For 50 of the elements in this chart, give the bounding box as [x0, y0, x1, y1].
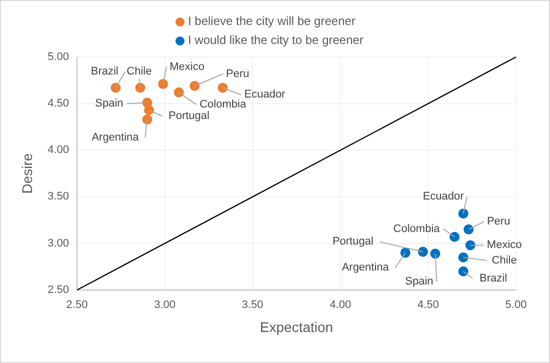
annotation: Colombia	[393, 222, 441, 235]
legend-label: I believe the city will be greener	[188, 14, 356, 28]
annotation: Mexico	[170, 60, 204, 73]
y-tick-label: 3.50	[48, 190, 69, 203]
point	[158, 79, 168, 90]
point	[142, 114, 152, 124]
point	[458, 266, 468, 276]
annotation: Brazil	[90, 66, 118, 78]
point	[458, 252, 468, 262]
annotation: Chile	[126, 66, 152, 78]
x-axis-title: Expectation	[260, 319, 334, 335]
y-tick-label: 2.50	[48, 284, 69, 296]
annotation: Ecuador	[422, 190, 464, 202]
annotation: Brazil	[480, 272, 508, 284]
annotation: Colombia	[200, 98, 247, 110]
y-tick-label: 4.00	[48, 144, 69, 156]
point	[418, 246, 428, 257]
annotation: Peru	[226, 68, 250, 80]
annotation: Peru	[486, 215, 510, 228]
y-tick-label: 3.00	[48, 237, 69, 250]
y-axis-title: Desire	[19, 153, 35, 194]
point	[190, 80, 200, 91]
annotation: Portugal	[168, 110, 210, 122]
x-tick-label: 2.50	[66, 299, 88, 311]
x-tick-label: 5.00	[505, 299, 527, 311]
annotation: Ecuador	[244, 88, 286, 101]
point	[450, 232, 460, 242]
point	[110, 82, 121, 93]
point	[458, 208, 468, 219]
y-tick-label: 4.50	[48, 98, 69, 110]
annotation: Spain	[95, 98, 124, 110]
annotation: Portugal	[332, 236, 374, 248]
annotation: Chile	[492, 254, 517, 266]
x-tick-label: 3.00	[154, 299, 176, 311]
annotation: Spain	[405, 276, 434, 288]
point	[144, 105, 154, 116]
legend-label: I would like the city to be greener	[188, 33, 364, 48]
point	[465, 240, 476, 250]
point	[174, 87, 184, 98]
y-tick-label: 5.00	[48, 50, 69, 63]
point	[135, 82, 146, 93]
annotation: Argentina	[342, 262, 390, 274]
x-tick-label: 3.50	[242, 299, 264, 311]
point	[430, 248, 440, 259]
x-tick-label: 4.50	[417, 299, 439, 311]
x-tick-label: 4.00	[330, 299, 352, 311]
annotation: Argentina	[92, 131, 140, 144]
annotation: Mexico	[486, 239, 522, 252]
point	[218, 82, 228, 93]
point	[464, 224, 474, 234]
